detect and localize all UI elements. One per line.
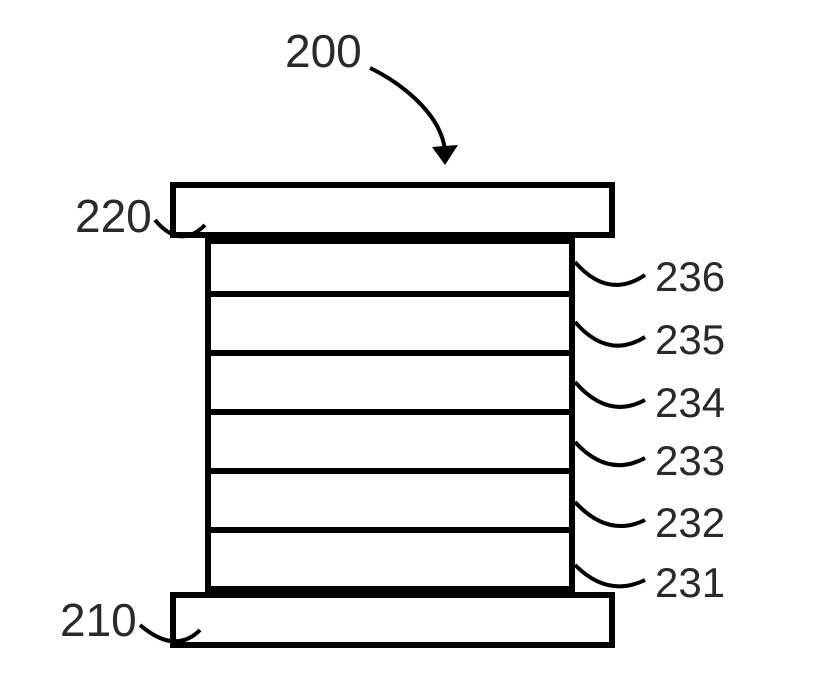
leader-233 bbox=[575, 442, 645, 465]
leader-220 bbox=[155, 220, 205, 236]
leader-232 bbox=[575, 502, 645, 526]
leader-lines-svg bbox=[0, 0, 831, 697]
leader-210 bbox=[140, 625, 200, 641]
diagram-canvas: 200 220 210 236 235 234 233 232 231 bbox=[0, 0, 831, 697]
leader-235 bbox=[575, 322, 645, 346]
leader-236 bbox=[575, 262, 645, 285]
arrow-200 bbox=[370, 68, 458, 165]
leader-234 bbox=[575, 382, 645, 407]
leader-231 bbox=[575, 565, 645, 586]
